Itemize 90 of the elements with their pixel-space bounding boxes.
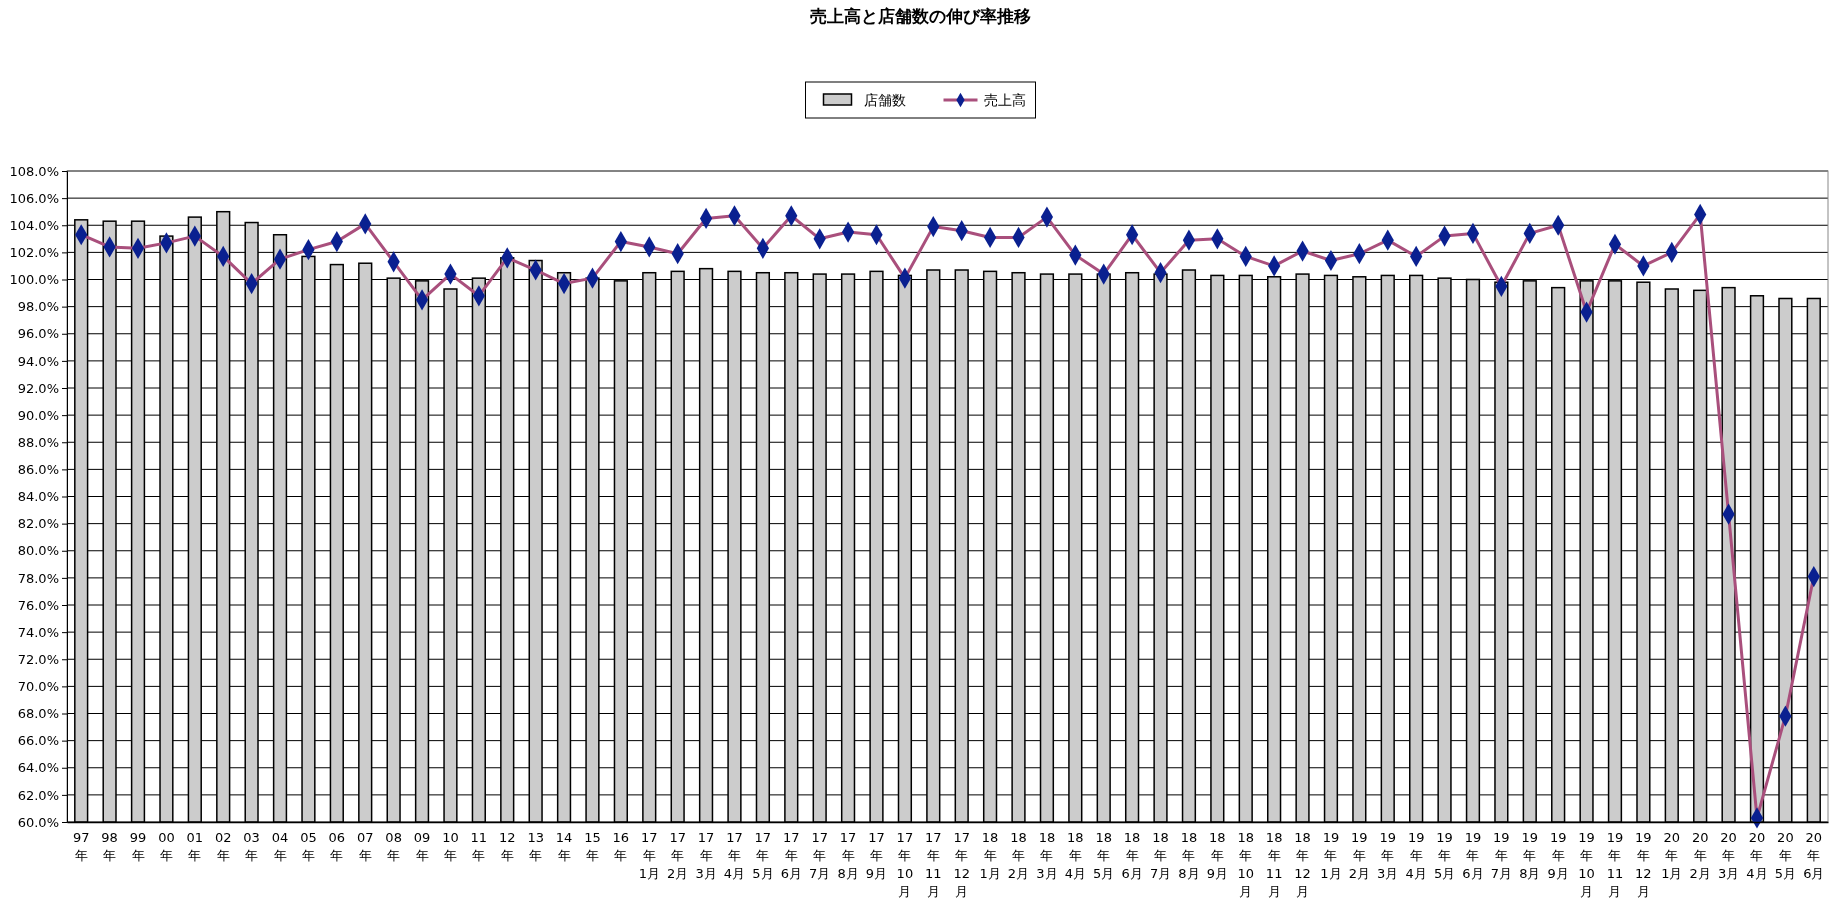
x-tick-label: 19年1月 — [1320, 830, 1342, 881]
x-tick-label: 18年9月 — [1206, 830, 1228, 881]
x-tick-label: 18年5月 — [1093, 830, 1115, 881]
x-tick-label: 20年4月 — [1746, 830, 1768, 881]
x-tick-label: 16年 — [612, 830, 630, 863]
x-tick-label: 19年10月 — [1578, 830, 1595, 899]
x-tick-label: 15年 — [584, 830, 601, 863]
x-tick-label: 04年 — [271, 830, 289, 863]
y-tick-label: 64.0% — [17, 760, 59, 776]
y-tick-label: 66.0% — [17, 733, 59, 749]
y-tick-label: 102.0% — [9, 245, 59, 261]
x-tick-label: 19年11月 — [1606, 830, 1624, 899]
chart-title: 売上高と店舗数の伸び率推移 — [810, 6, 1031, 26]
x-tick-label: 99年 — [129, 830, 147, 863]
y-tick-label: 62.0% — [17, 787, 59, 803]
x-tick-label: 17年10月 — [896, 830, 914, 899]
x-tick-label: 17年5月 — [752, 830, 774, 881]
x-tick-label: 20年5月 — [1774, 830, 1797, 881]
y-tick-label: 72.0% — [17, 651, 59, 667]
x-tick-label: 18年1月 — [979, 830, 1001, 881]
x-tick-label: 19年6月 — [1462, 830, 1484, 881]
x-tick-label: 18年4月 — [1064, 830, 1086, 881]
x-tick-label: 01年 — [186, 830, 204, 863]
x-tick-label: 18年2月 — [1007, 830, 1030, 881]
x-tick-label: 17年1月 — [638, 830, 660, 881]
x-tick-label: 17年12月 — [953, 830, 970, 899]
x-tick-label: 17年7月 — [809, 830, 831, 881]
x-tick-label: 03年 — [243, 830, 260, 863]
y-tick-label: 96.0% — [17, 326, 59, 342]
x-tick-label: 98年 — [101, 830, 118, 863]
y-tick-label: 76.0% — [17, 597, 59, 613]
x-tick-label: 97年 — [72, 830, 90, 863]
x-tick-label: 20年2月 — [1689, 830, 1711, 881]
x-tick-label: 07年 — [356, 830, 374, 863]
x-tick-label: 17年8月 — [837, 830, 859, 881]
x-tick-label: 18年10月 — [1237, 830, 1255, 899]
x-tick-label: 17年2月 — [667, 830, 689, 881]
y-tick-label: 100.0% — [9, 272, 59, 288]
y-tick-label: 90.0% — [17, 407, 59, 423]
x-tick-label: 19年12月 — [1635, 830, 1652, 899]
x-tick-label: 19年9月 — [1547, 830, 1569, 881]
x-tick-label: 19年2月 — [1348, 830, 1370, 881]
x-tick-label: 20年1月 — [1661, 830, 1683, 881]
y-tick-label: 108.0% — [9, 163, 59, 179]
y-tick-label: 78.0% — [17, 570, 59, 586]
y-tick-label: 98.0% — [17, 299, 59, 315]
x-tick-label: 19年4月 — [1405, 830, 1427, 881]
y-tick-label: 74.0% — [17, 624, 59, 640]
y-tick-label: 60.0% — [17, 814, 59, 830]
x-tick-label: 18年6月 — [1121, 830, 1143, 881]
legend-label: 売上高 — [983, 92, 1026, 108]
y-tick-label: 70.0% — [17, 679, 59, 695]
x-tick-label: 19年7月 — [1490, 830, 1512, 881]
y-tick-label: 84.0% — [17, 489, 59, 505]
x-tick-label: 14年 — [555, 830, 573, 863]
legend-label: 店舗数 — [863, 92, 906, 108]
x-tick-label: 19年5月 — [1433, 830, 1456, 881]
y-tick-label: 92.0% — [17, 380, 59, 396]
y-tick-label: 94.0% — [17, 353, 59, 369]
x-tick-label: 10年 — [442, 830, 459, 863]
x-tick-label: 06年 — [328, 830, 346, 863]
x-tick-label: 17年4月 — [723, 830, 746, 881]
x-tick-label: 00年 — [158, 830, 175, 863]
x-tick-label: 08年 — [385, 830, 402, 863]
x-tick-label: 11年 — [470, 830, 488, 863]
x-tick-label: 20年3月 — [1717, 830, 1740, 881]
x-tick-label: 18年12月 — [1294, 830, 1311, 899]
x-tick-label: 20年6月 — [1803, 830, 1825, 881]
x-tick-label: 19年3月 — [1377, 830, 1399, 881]
x-tick-label: 19年8月 — [1519, 830, 1541, 881]
x-tick-label: 12年 — [498, 830, 516, 863]
x-tick-label: 17年6月 — [780, 830, 802, 881]
y-tick-label: 106.0% — [9, 190, 59, 206]
x-tick-label: 18年11月 — [1265, 830, 1283, 899]
y-tick-label: 68.0% — [17, 706, 59, 722]
x-tick-label: 09年 — [413, 830, 431, 863]
x-tick-label: 17年3月 — [695, 830, 717, 881]
y-tick-label: 104.0% — [9, 217, 59, 233]
x-tick-label: 18年7月 — [1149, 830, 1172, 881]
x-tick-label: 18年8月 — [1178, 830, 1200, 881]
x-tick-label: 13年 — [527, 830, 544, 863]
x-tick-label: 17年11月 — [925, 830, 942, 899]
x-tick-label: 02年 — [214, 830, 232, 863]
x-tick-label: 17年9月 — [865, 830, 888, 881]
x-tick-label: 18年3月 — [1036, 830, 1058, 881]
y-tick-label: 80.0% — [17, 543, 59, 559]
y-tick-label: 88.0% — [17, 434, 59, 450]
x-tick-label: 05年 — [300, 830, 317, 863]
y-tick-label: 82.0% — [17, 516, 59, 532]
y-tick-label: 86.0% — [17, 462, 59, 478]
